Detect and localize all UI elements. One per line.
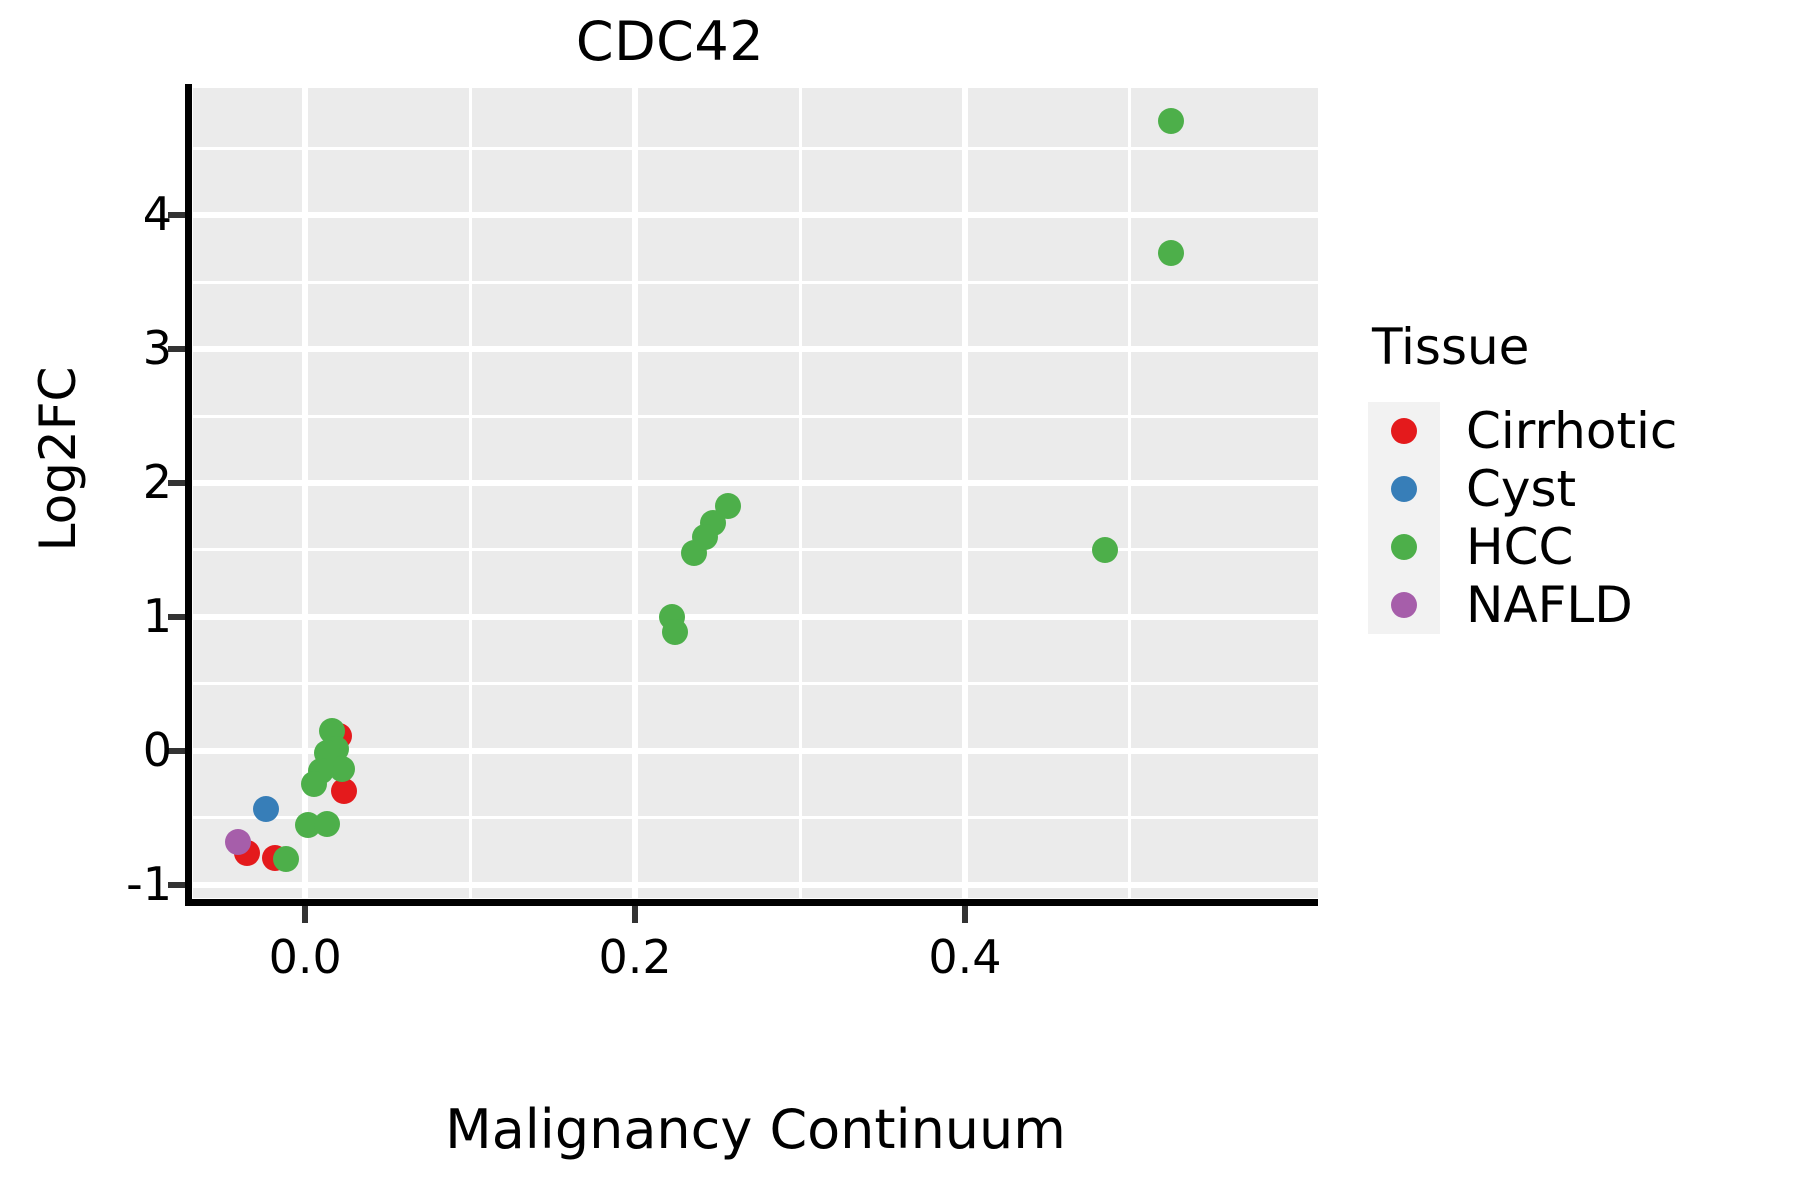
gridline-horizontal-major xyxy=(193,881,1318,888)
gridline-vertical-minor xyxy=(1128,88,1132,898)
x-tick-label: 0.0 xyxy=(268,930,342,984)
data-point-hcc xyxy=(680,539,707,566)
x-axis-line xyxy=(185,899,1318,906)
x-tick-label: 0.2 xyxy=(598,930,672,984)
gridline-horizontal-minor xyxy=(193,816,1318,820)
data-point-cirrhotic xyxy=(330,777,357,804)
y-tick-mark xyxy=(168,747,185,754)
gridline-vertical-major xyxy=(302,88,309,898)
y-tick-mark xyxy=(168,613,185,620)
legend-label: NAFLD xyxy=(1466,576,1633,634)
gridline-horizontal-minor xyxy=(193,146,1318,150)
legend-swatch-hcc xyxy=(1368,518,1440,576)
y-tick-mark xyxy=(168,881,185,888)
gridline-horizontal-major xyxy=(193,212,1318,219)
x-tick-mark xyxy=(961,906,968,923)
x-axis-title: Malignancy Continuum xyxy=(445,1098,1066,1161)
gridline-horizontal-major xyxy=(193,346,1318,353)
legend-swatch-cirrhotic xyxy=(1368,402,1440,460)
legend-dot-icon xyxy=(1391,418,1417,444)
legend-dot-icon xyxy=(1391,534,1417,560)
gridline-horizontal-major xyxy=(193,479,1318,486)
gridline-vertical-major xyxy=(632,88,639,898)
data-point-hcc xyxy=(1158,108,1185,135)
gridline-horizontal-minor xyxy=(193,280,1318,284)
data-point-nafld xyxy=(225,829,252,856)
legend-label: HCC xyxy=(1466,518,1574,576)
data-point-hcc xyxy=(662,619,689,646)
y-tick-mark xyxy=(168,212,185,219)
data-point-hcc xyxy=(273,845,300,872)
data-point-cyst xyxy=(253,795,280,822)
plot-panel xyxy=(193,88,1318,898)
gridline-vertical-minor xyxy=(798,88,802,898)
y-tick-mark xyxy=(168,479,185,486)
gridline-horizontal-minor xyxy=(193,682,1318,686)
data-point-hcc xyxy=(301,770,328,797)
legend-item-cirrhotic[interactable]: Cirrhotic xyxy=(1368,402,1788,460)
legend-swatch-nafld xyxy=(1368,576,1440,634)
x-tick-mark xyxy=(632,906,639,923)
legend: Tissue Cirrhotic Cyst HCC NAFLD xyxy=(1368,318,1788,634)
legend-item-cyst[interactable]: Cyst xyxy=(1368,460,1788,518)
y-tick-label: 4 xyxy=(142,187,172,242)
gridline-horizontal-minor xyxy=(193,414,1318,418)
gridline-vertical-minor xyxy=(468,88,472,898)
legend-entries: Cirrhotic Cyst HCC NAFLD xyxy=(1368,402,1788,634)
x-tick-mark xyxy=(302,906,309,923)
y-axis-line xyxy=(185,84,192,902)
y-tick-label: 2 xyxy=(142,454,172,509)
gridline-horizontal-major xyxy=(193,613,1318,620)
legend-label: Cirrhotic xyxy=(1466,402,1678,460)
legend-item-hcc[interactable]: HCC xyxy=(1368,518,1788,576)
y-tick-label: 3 xyxy=(142,321,172,376)
y-tick-label: 1 xyxy=(142,588,172,643)
gridline-horizontal-minor xyxy=(193,548,1318,552)
legend-title: Tissue xyxy=(1372,318,1530,376)
y-tick-label: -1 xyxy=(126,856,172,911)
legend-item-nafld[interactable]: NAFLD xyxy=(1368,576,1788,634)
page-title: CDC42 xyxy=(575,10,765,73)
data-point-hcc xyxy=(1092,536,1119,563)
legend-dot-icon xyxy=(1391,476,1417,502)
legend-swatch-cyst xyxy=(1368,460,1440,518)
data-point-hcc xyxy=(1158,239,1185,266)
legend-dot-icon xyxy=(1391,592,1417,618)
y-tick-label: 0 xyxy=(142,722,172,777)
gridline-horizontal-major xyxy=(193,747,1318,754)
legend-label: Cyst xyxy=(1466,460,1577,518)
data-point-hcc xyxy=(314,810,341,837)
gridline-vertical-major xyxy=(961,88,968,898)
y-tick-mark xyxy=(168,346,185,353)
x-tick-label: 0.4 xyxy=(928,930,1002,984)
